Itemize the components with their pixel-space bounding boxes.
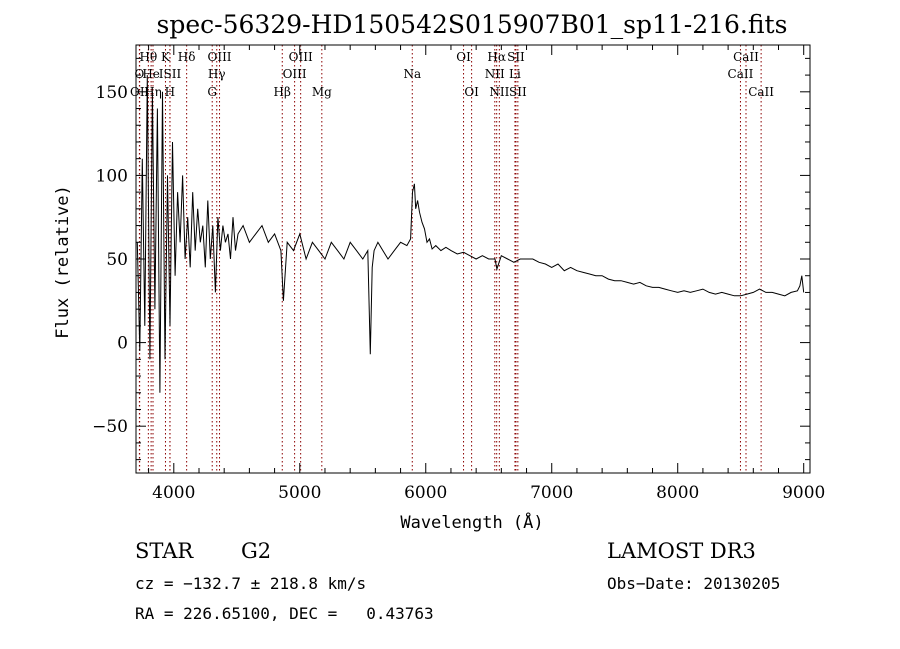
line-label: CaII (728, 67, 754, 81)
y-tick-label: 150 (96, 83, 128, 103)
line-labels: O OII Hθ He Hη K ISII H Hδ OIII Hγ G Hβ OIII OIII Mg Na O… (130, 50, 774, 99)
chart-title: spec-56329-HD150542S015907B01_sp11-216.f… (157, 10, 788, 39)
axis-ticks: 4000 5000 6000 7000 8000 9000 −50 0 50 100 150 (92, 45, 825, 503)
line-label: Hθ (139, 50, 157, 64)
y-axis-label: Flux (relative) (53, 185, 73, 339)
x-tick-label: 5000 (278, 483, 321, 503)
line-label: K (161, 50, 171, 64)
line-label: O (134, 67, 144, 81)
x-tick-label: 7000 (530, 483, 573, 503)
y-tick-label: 0 (117, 334, 128, 354)
line-label: NII (485, 67, 505, 81)
coordinates: RA = 226.65100, DEC = 0.43763 (135, 604, 434, 623)
line-label: CaII (748, 85, 774, 99)
x-axis-label: Wavelength (Å) (400, 511, 543, 533)
x-tick-label: 4000 (152, 483, 195, 503)
plot-frame (135, 44, 811, 474)
line-label: Li (509, 67, 521, 81)
line-label: NII (489, 85, 509, 99)
line-label: CaII (733, 50, 759, 64)
line-label: SII (507, 50, 525, 64)
subclass: G2 (241, 539, 272, 563)
line-label: OI (456, 50, 471, 64)
line-label: G (207, 85, 217, 99)
object-class: STAR (135, 539, 194, 563)
line-label: ISII (159, 67, 182, 81)
redshift-cz: cz = −132.7 ± 218.8 km/s (135, 574, 367, 593)
line-markers (138, 45, 762, 473)
line-label: Hα (487, 50, 506, 64)
line-label: OIII (289, 50, 313, 64)
line-label: Hη (144, 85, 162, 99)
spectrum-series (136, 75, 805, 393)
line-label: Mg (312, 85, 332, 99)
x-tick-label: 6000 (404, 483, 447, 503)
survey-name: LAMOST DR3 (607, 539, 756, 563)
line-label: OIII (207, 50, 231, 64)
line-label: Hδ (178, 50, 196, 64)
line-label: Na (403, 67, 421, 81)
line-label: He (142, 67, 160, 81)
y-tick-label: −50 (92, 417, 128, 437)
line-label: OI (464, 85, 479, 99)
obs-date: Obs−Date: 20130205 (607, 574, 781, 593)
line-label: OII (130, 85, 150, 99)
spectrum-line (136, 75, 805, 393)
x-tick-label: 8000 (656, 483, 699, 503)
line-label: OIII (283, 67, 307, 81)
line-label: Hγ (208, 67, 226, 81)
y-tick-label: 100 (96, 166, 128, 186)
line-label: SII (509, 85, 527, 99)
line-label: H (165, 85, 175, 99)
line-label: Hβ (274, 85, 291, 99)
x-tick-label: 9000 (782, 483, 825, 503)
y-tick-label: 50 (106, 250, 128, 270)
